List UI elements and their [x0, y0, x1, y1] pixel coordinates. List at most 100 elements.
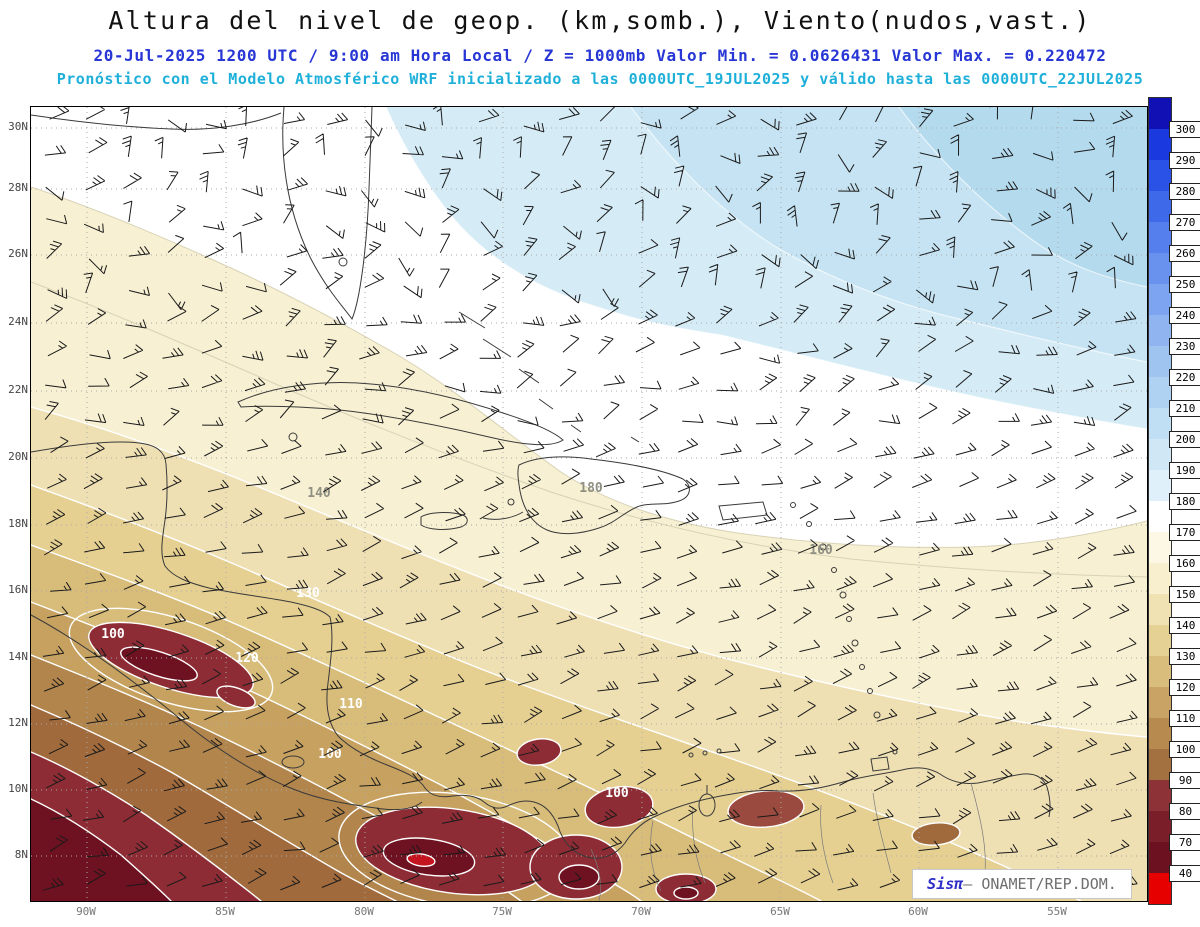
credit-brand: Sisπ: [927, 875, 964, 893]
colorbar-tick-label: 280: [1169, 183, 1200, 200]
wind-barb-glyphs: [42, 107, 1138, 891]
jamaica-coastline: [420, 512, 468, 530]
colorbar-tick-label: 190: [1169, 462, 1200, 479]
lat-label: 26N: [8, 247, 28, 260]
colorbar-cell: [1149, 346, 1171, 377]
lat-label: 14N: [8, 650, 28, 663]
colorbar-cell: [1149, 191, 1171, 222]
band-maroon-70: [31, 798, 172, 901]
lat-label: 22N: [8, 383, 28, 396]
pacific-coastline: [31, 614, 423, 811]
lat-label: 18N: [8, 517, 28, 530]
colorbar-tick-label: 270: [1169, 214, 1200, 231]
colorbar-tick-label: 260: [1169, 245, 1200, 262]
colorbar-tick-label: 100: [1169, 741, 1200, 758]
lat-label: 12N: [8, 716, 28, 729]
tiburon-peninsula: [482, 511, 524, 520]
lat-label: 28N: [8, 181, 28, 194]
low-blob: [516, 738, 562, 766]
lesser-antilles: [688, 502, 898, 758]
colorbar-cell: [1149, 129, 1171, 160]
colorbar-tick-label: 70: [1169, 834, 1200, 851]
colorbar-cell: [1149, 625, 1171, 656]
lon-label: 65W: [770, 905, 790, 918]
colorbar: 300 290 280 270 260 250 240 230 220 210 200 190 180 1…: [1148, 97, 1200, 907]
colorbar-cell: [1149, 439, 1171, 470]
bahamas-islands: [458, 311, 640, 443]
colorbar-tick-label: 300: [1169, 121, 1200, 138]
cuba-coastline: [237, 382, 564, 446]
colorbar-cell: [1149, 532, 1171, 563]
lat-label: 10N: [8, 782, 28, 795]
contour-value-label: 120: [235, 651, 259, 666]
colorbar-cell: [1149, 470, 1171, 501]
colorbar-tick-label: 40: [1169, 865, 1200, 882]
colorbar-tick-label: 110: [1169, 710, 1200, 727]
colorbar-tick-label: 180: [1169, 493, 1200, 510]
contour-value-label: 100: [101, 627, 125, 642]
colorbar-tick-label: 80: [1169, 803, 1200, 820]
low-blob: [727, 790, 805, 828]
florida-coastline: [282, 107, 373, 321]
colorbar-cell: [1149, 780, 1171, 811]
lon-label: 70W: [631, 905, 651, 918]
shading-bands: [31, 107, 1147, 901]
lat-label: 30N: [8, 120, 28, 133]
low-blob-core: [120, 646, 198, 682]
lon-label: 60W: [908, 905, 928, 918]
colorbar-tick-label: 160: [1169, 555, 1200, 572]
trinidad-coastline: [870, 756, 890, 772]
colorbar-cell: [1149, 656, 1171, 687]
contour-value-label: 180: [579, 481, 603, 496]
band-blue-deep: [898, 107, 1147, 288]
wind-barbs: [42, 107, 1138, 891]
colorbar-tick-label: 120: [1169, 679, 1200, 696]
contour-160-line: [31, 281, 1147, 578]
colorbar-cell: [1149, 749, 1171, 780]
gonave-island: [507, 498, 515, 506]
map-title: Altura del nivel de geop. (km,somb.), Vi…: [108, 6, 1092, 35]
hispaniola-coastline: [517, 456, 690, 535]
lon-label: 55W: [1047, 905, 1067, 918]
colorbar-cell: [1149, 687, 1171, 718]
colorbar-tick-label: 200: [1169, 431, 1200, 448]
central-america-coastline: [31, 441, 1051, 859]
south-america-rivers: [590, 782, 986, 901]
lat-label: 24N: [8, 315, 28, 328]
colorbar-tick-label: 210: [1169, 400, 1200, 417]
colorbar-cell: [1149, 160, 1171, 191]
colorbar-tick-label: 290: [1169, 152, 1200, 169]
contour-labels: 180 160 140 130 120 110 100 100 100: [101, 481, 833, 801]
map-area: 180 160 140 130 120 110 100 100 100: [30, 106, 1148, 902]
colorbar-scale: [1148, 97, 1172, 905]
credit-badge: Sisπ – ONAMET/REP.DOM.: [912, 869, 1132, 899]
colorbar-cell: [1149, 718, 1171, 749]
contour-value-label: 160: [809, 543, 833, 558]
lat-label: 16N: [8, 583, 28, 596]
colorbar-tick-label: 90: [1169, 772, 1200, 789]
colorbar-cell: [1149, 377, 1171, 408]
lat-label: 20N: [8, 450, 28, 463]
weather-map-svg: 180 160 140 130 120 110 100 100 100: [31, 107, 1147, 901]
contour-value-label: 130: [296, 586, 320, 601]
map-subtitle-model: Pronóstico con el Modelo Atmosférico WRF…: [56, 70, 1144, 88]
colorbar-tick-label: 150: [1169, 586, 1200, 603]
colorbar-cell: [1149, 563, 1171, 594]
colorbar-tick-label: 230: [1169, 338, 1200, 355]
lon-label: 75W: [492, 905, 512, 918]
colorbar-cell: [1149, 222, 1171, 253]
contour-ring: [68, 607, 274, 713]
coastlines: [31, 107, 1051, 901]
colorbar-tick-label: 220: [1169, 369, 1200, 386]
lake-okeechobee: [338, 257, 348, 267]
lon-label: 85W: [215, 905, 235, 918]
colorbar-cell: [1149, 284, 1171, 315]
colorbar-tick-label: 240: [1169, 307, 1200, 324]
colorbar-cell: [1149, 873, 1171, 904]
colorbar-cell: [1149, 842, 1171, 873]
colorbar-tick-label: 250: [1169, 276, 1200, 293]
colorbar-cell: [1149, 98, 1171, 129]
colorbar-cell: [1149, 501, 1171, 532]
lat-label: 8N: [14, 848, 28, 861]
